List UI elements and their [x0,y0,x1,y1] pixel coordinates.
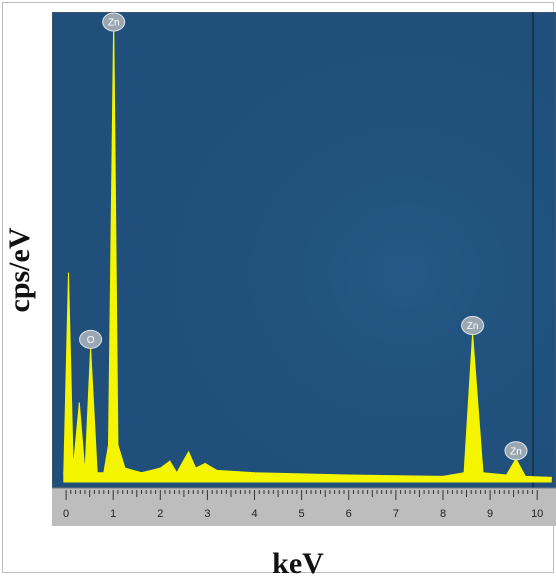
x-axis-ticks: 0 1 2 3 4 5 6 7 8 9 10 [63,490,543,520]
spectrum-point-10 [117,444,119,446]
y-axis-label: cps/eV [3,227,36,313]
spectrum-point-16 [188,451,190,453]
x-axis-strip [52,488,556,526]
spectrum-point-15 [176,472,178,474]
spectrum-point-13 [159,467,161,469]
x-tick-label-3: 3 [204,508,210,520]
spectrum-point-4 [84,472,86,474]
x-tick-label-7: 7 [393,508,399,520]
peak-label-text: Zn [510,446,522,457]
spectrum-point-17 [195,467,197,469]
peak-label-badge [102,12,126,32]
x-tick-label-2: 2 [157,508,163,520]
spectrum-point-18 [204,462,206,464]
spectrum-point-14 [169,460,171,462]
spectrum-point-0 [63,472,65,474]
spectrum-point-21 [348,474,350,476]
peak-label-text: Zn [108,18,120,29]
spectrum-point-11 [124,467,126,469]
spectrum-point-7 [103,472,105,474]
spectrum-point-8 [107,444,110,446]
x-tick-label-10: 10 [531,508,543,520]
spectrum-point-12 [140,472,143,474]
x-tick-label-1: 1 [110,508,116,520]
spectrum-chart: 0 1 2 3 4 5 6 7 8 9 10 Zn O Zn Zn [52,12,556,526]
spectrum-point-19 [216,469,218,471]
peak-label-badge [79,329,103,349]
spectrum-point-22 [442,475,444,477]
spectrum-point-29 [550,476,552,478]
spectrum-point-28 [524,475,526,477]
spectrum-point-20 [253,472,256,474]
peak-label-text: O [87,335,95,346]
spectrum-point-6 [96,472,98,474]
x-axis-label: keV [272,547,324,580]
peak-label-badge [504,441,528,461]
spectrum-point-1 [67,272,70,274]
plot-background-glow [52,12,556,488]
spectrum-point-25 [482,472,484,474]
x-tick-label-9: 9 [487,508,493,520]
spectrum-point-23 [463,472,465,474]
x-tick-label-0: 0 [63,508,69,520]
spectrum-svg: 0 1 2 3 4 5 6 7 8 9 10 Zn O Zn Zn [52,12,556,526]
peak-label-zn-3: Zn [504,441,528,461]
peak-label-o-1: O [79,329,103,349]
peak-label-text: Zn [467,321,479,332]
peak-label-zn-0: Zn [102,12,126,32]
spectrum-point-2 [72,467,74,469]
peak-label-badge [461,316,485,335]
x-tick-label-8: 8 [440,508,446,520]
x-tick-label-4: 4 [251,508,257,520]
peak-label-layer: Zn O Zn Zn [79,12,528,461]
x-tick-label-6: 6 [346,508,352,520]
peak-label-zn-2: Zn [461,316,485,335]
spectrum-point-3 [78,402,80,404]
spectrum-point-26 [505,474,508,476]
x-tick-label-5: 5 [299,508,305,520]
